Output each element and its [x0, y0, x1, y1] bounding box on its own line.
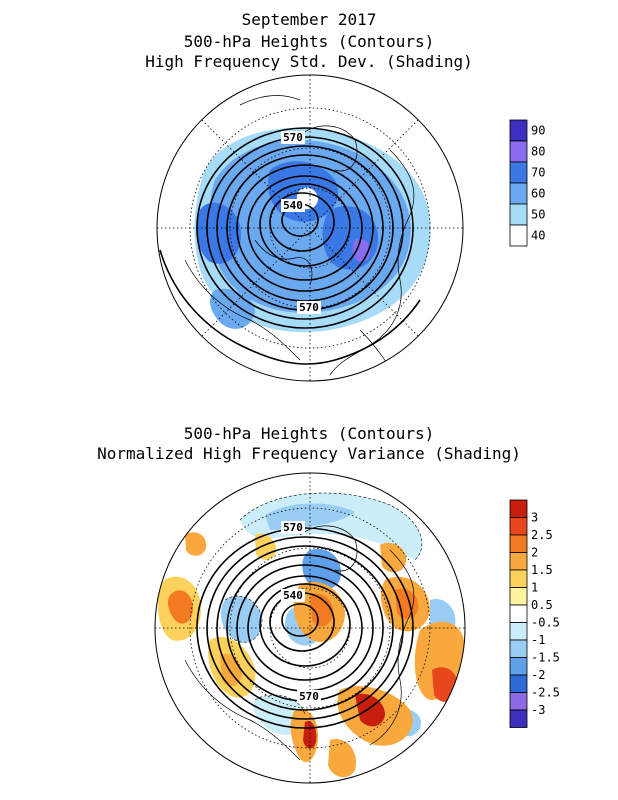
bottom-colorbar-tick-label: -3 — [531, 703, 545, 717]
bottom-map-border — [154, 472, 466, 784]
top-colorbar: 90 80 70 60 50 40 — [509, 119, 545, 247]
bottom-title-line2: Normalized High Frequency Variance (Shad… — [97, 444, 521, 463]
top-colorbar-tick-label: 40 — [531, 229, 545, 243]
top-title-line2: 500-hPa Heights (Contours) — [183, 32, 435, 51]
top-colorbar-swatch — [509, 140, 528, 163]
bottom-colorbar-swatch — [509, 639, 528, 658]
top-contour-label-570-north: 570 — [283, 131, 303, 144]
bottom-colorbar-swatch — [509, 604, 528, 623]
bottom-colorbar: 3 2.5 2 1.5 1 0.5 -0.5 -1 -1.5 -2 -2.5 -3 — [509, 499, 560, 728]
bottom-colorbar-tick-label: 0.5 — [531, 598, 553, 612]
top-colorbar-swatch — [509, 203, 528, 226]
bottom-polar-map: 570 540 570 — [154, 472, 466, 784]
bottom-colorbar-swatch — [509, 569, 528, 588]
bottom-colorbar-tick-label: -0.5 — [531, 616, 560, 630]
bottom-contour-label-570-north: 570 — [283, 521, 303, 534]
bottom-colorbar-swatch — [509, 534, 528, 553]
bottom-colorbar-swatch — [509, 587, 528, 606]
top-colorbar-tick-label: 80 — [531, 145, 545, 159]
bottom-colorbar-tick-label: -2 — [531, 668, 545, 682]
bottom-colorbar-swatch — [509, 517, 528, 536]
top-colorbar-swatch — [509, 224, 528, 247]
top-contour-label-570-south: 570 — [299, 301, 319, 314]
bottom-colorbar-tick-label: -2.5 — [531, 686, 560, 700]
bottom-title-line1: 500-hPa Heights (Contours) — [183, 424, 435, 443]
bottom-colorbar-swatch — [509, 552, 528, 571]
bottom-colorbar-swatch — [509, 692, 528, 711]
bottom-colorbar-tick-label: 2.5 — [531, 528, 553, 542]
bottom-colorbar-swatch — [509, 709, 528, 728]
bottom-contour-label-570-south: 570 — [299, 690, 319, 703]
top-colorbar-tick-label: 90 — [531, 124, 545, 138]
top-map-border — [156, 74, 464, 382]
top-colorbar-tick-label: 60 — [531, 187, 545, 201]
top-title-line3: High Frequency Std. Dev. (Shading) — [145, 52, 473, 71]
bottom-colorbar-tick-label: -1.5 — [531, 651, 560, 665]
top-polar-map: 570 540 570 — [156, 74, 464, 382]
bottom-colorbar-tick-label: 2 — [531, 546, 538, 560]
top-colorbar-tick-label: 70 — [531, 166, 545, 180]
top-title-line1: September 2017 — [241, 10, 377, 29]
bottom-height-contours — [196, 527, 414, 729]
bottom-colorbar-tick-label: 1 — [531, 581, 538, 595]
bottom-colorbar-swatch — [509, 674, 528, 693]
bottom-colorbar-swatch — [509, 622, 528, 641]
bottom-contour-labels: 570 540 570 — [281, 521, 321, 703]
top-colorbar-swatch — [509, 119, 528, 142]
top-colorbar-swatch — [509, 182, 528, 205]
bottom-colorbar-swatch — [509, 657, 528, 676]
top-contour-labels: 570 540 570 — [281, 131, 321, 314]
bottom-colorbar-tick-label: 3 — [531, 511, 538, 525]
bottom-colorbar-tick-label: -1 — [531, 633, 545, 647]
bottom-colorbar-swatch — [509, 499, 528, 518]
top-colorbar-tick-label: 50 — [531, 208, 545, 222]
bottom-contour-label-540: 540 — [283, 589, 303, 602]
top-colorbar-swatch — [509, 161, 528, 184]
top-contour-label-540: 540 — [283, 199, 303, 212]
bottom-colorbar-tick-label: 1.5 — [531, 563, 553, 577]
